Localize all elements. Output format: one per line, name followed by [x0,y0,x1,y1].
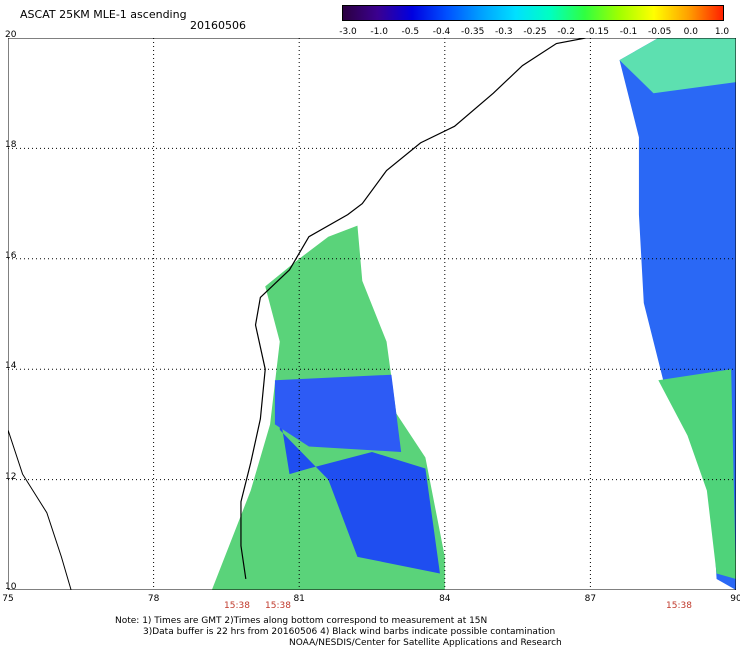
lon-tick-label: 81 [293,594,305,604]
lon-tick-label: 87 [584,594,597,604]
colorbar-tick-label: -1.0 [370,27,388,37]
chart-date: 20160506 [190,19,246,32]
colorbar-tick-label: 0.0 [683,27,698,37]
colorbar-tick-label: -0.35 [461,27,485,37]
colorbar-tick-label: 1.0 [714,27,730,37]
pass-time-label: 15:38 [666,601,692,611]
colorbar-tick-label: -0.25 [523,27,547,37]
lat-tick-label: 10 [5,582,17,592]
lat-tick-label: 14 [5,361,17,372]
coastline-east [240,38,586,580]
swath-west-low [279,413,440,574]
colorbar-tick-label: -0.2 [557,27,575,37]
colorbar-tick-label: -0.4 [432,27,451,37]
lat-tick-label: 12 [5,471,17,482]
lat-tick-label: 20 [5,30,17,40]
map-plot [8,38,736,590]
lat-tick-label: 18 [5,140,17,151]
colorbar-tick-label: -0.1 [619,27,638,37]
footer-credit: NOAA/NESDIS/Center for Satellite Applica… [289,638,562,648]
lat-tick-label: 16 [5,250,17,261]
lon-tick-label: 90 [730,594,740,604]
chart-title: ASCAT 25KM MLE-1 ascending [20,8,187,21]
footer-note-1: Note: 1) Times are GMT 2)Times along bot… [115,616,488,626]
colorbar [342,5,724,21]
colorbar-tick-label: -3.0 [339,27,357,37]
pass-time-label: 15:38 [265,601,291,611]
swath-west-band [274,374,402,452]
colorbar-tick-label: -0.05 [648,27,672,37]
coastline-west [8,391,72,590]
lon-tick-label: 84 [439,594,451,604]
colorbar-ticks: -3.0 -1.0 -0.5 -0.4 -0.35 -0.3 -0.25 -0.2 -0.15-… [330,27,730,39]
swath-east-south [658,369,736,579]
swath-east-north [619,38,736,94]
colorbar-tick-label: -0.5 [401,27,420,37]
lon-tick-label: 75 [2,594,14,604]
colorbar-tick-label: -0.15 [585,27,609,37]
colorbar-tick-label: -0.3 [495,27,513,37]
pass-time-label: 15:38 [224,601,250,611]
footer-note-2: 3)Data buffer is 22 hrs from 20160506 4)… [143,627,556,637]
lon-tick-label: 78 [147,594,160,604]
